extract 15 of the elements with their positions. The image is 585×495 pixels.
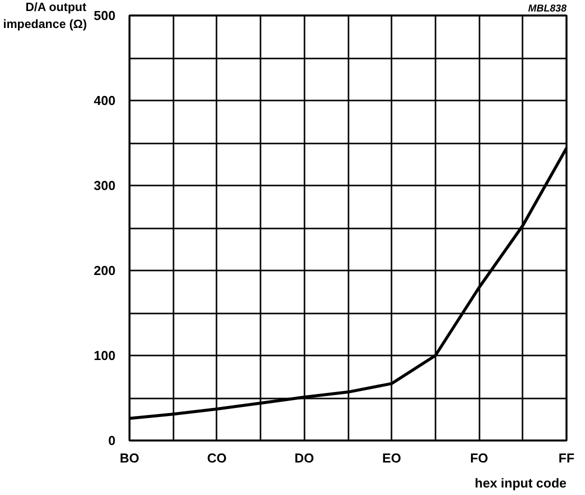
- y-tick-label: 300: [94, 178, 116, 193]
- x-tick-label: FO: [470, 450, 488, 466]
- y-tick-label: 400: [94, 93, 116, 108]
- x-axis-title: hex input code: [474, 476, 567, 490]
- x-tick-label: DO: [294, 450, 314, 466]
- y-tick-label: 100: [94, 348, 116, 363]
- y-tick-label: 0: [108, 433, 116, 448]
- y-tick-label: 200: [94, 263, 116, 278]
- y-tick-label: 500: [94, 8, 116, 23]
- x-tick-label: CO: [207, 450, 227, 466]
- text: MBL838: [528, 4, 567, 14]
- x-tick-label: FF: [558, 450, 574, 466]
- y-axis-title: D/A output impedance (Ω): [3, 0, 87, 31]
- x-tick-label: EO: [382, 450, 402, 466]
- x-tick-label: BO: [120, 450, 140, 466]
